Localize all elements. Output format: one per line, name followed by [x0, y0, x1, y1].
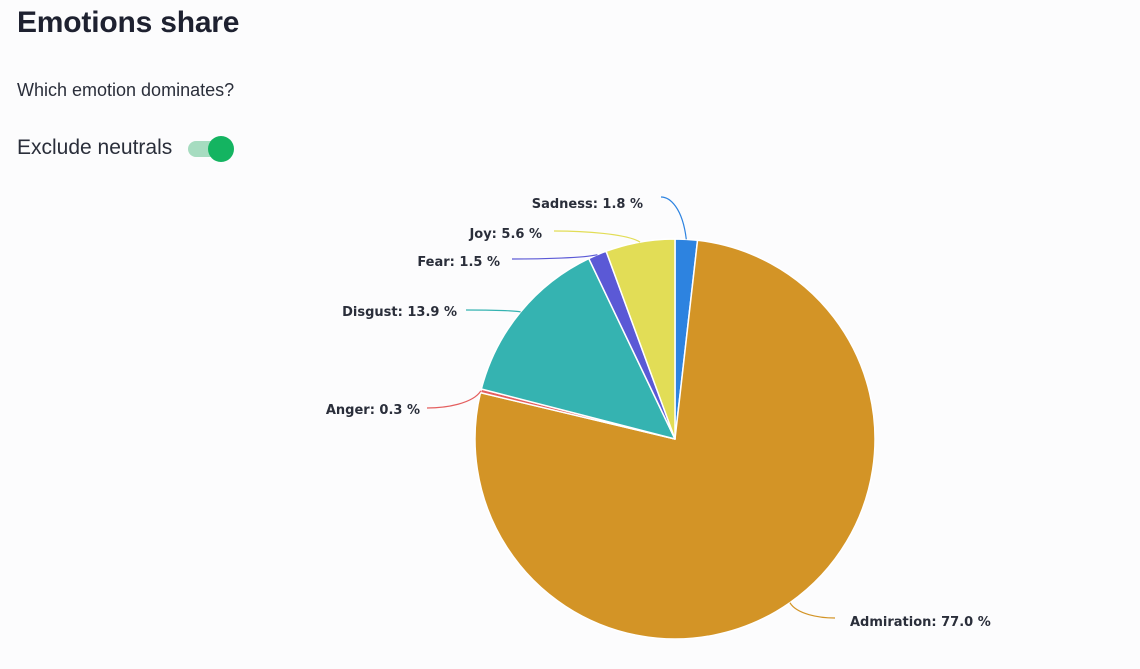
- data-label-admiration: Admiration: 77.0 %: [850, 615, 991, 630]
- data-label-fear: Fear: 1.5 %: [417, 255, 500, 270]
- exclude-neutrals-row: Exclude neutrals: [17, 134, 236, 162]
- data-label-disgust: Disgust: 13.9 %: [342, 305, 457, 320]
- data-label-joy: Joy: 5.6 %: [468, 227, 542, 242]
- chart-question: Which emotion dominates?: [17, 80, 235, 100]
- leader-line-admiration: [789, 602, 836, 619]
- leader-line-sadness: [660, 196, 687, 240]
- toggle-thumb: [208, 136, 235, 162]
- exclude-neutrals-label: Exclude neutrals: [17, 136, 173, 159]
- data-label-anger: Anger: 0.3 %: [326, 403, 420, 418]
- pie-slices: [474, 238, 876, 640]
- exclude-neutrals-toggle[interactable]: [188, 134, 236, 162]
- slice-labels: Sadness: 1.8 % Admiration: 77.0 % Anger: 0…: [326, 197, 991, 630]
- page-title: Emotions share: [17, 6, 240, 39]
- leader-line-anger: [426, 390, 482, 409]
- pie-slice-disgust[interactable]: [480, 257, 676, 440]
- leader-line-joy: [553, 230, 641, 243]
- data-label-sadness: Sadness: 1.8 %: [532, 197, 643, 212]
- leader-line-disgust: [465, 309, 521, 313]
- leader-lines: [426, 196, 836, 619]
- leader-line-fear: [511, 254, 598, 260]
